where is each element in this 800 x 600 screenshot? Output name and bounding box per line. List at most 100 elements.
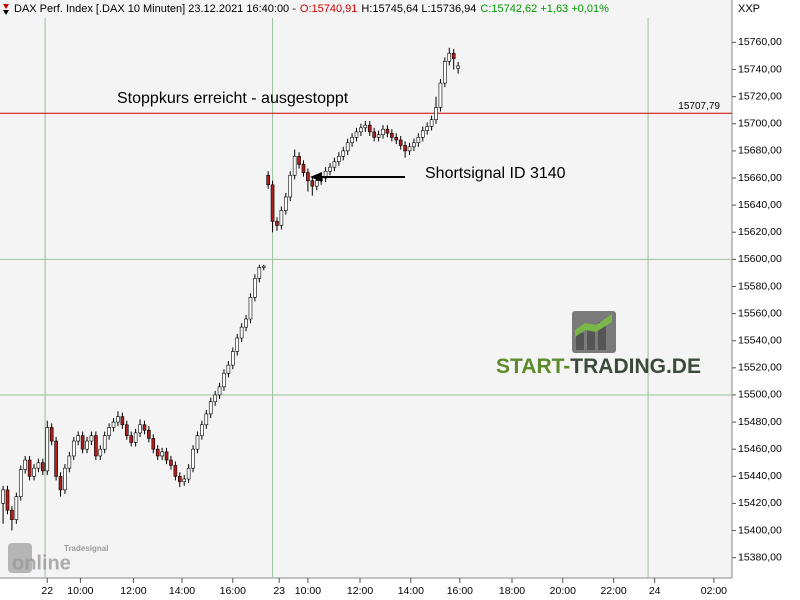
y-tick-label: 15480,00	[738, 416, 782, 428]
candle-body	[133, 432, 138, 443]
arrow-head	[310, 172, 322, 182]
candle-body	[195, 435, 200, 450]
candle-body	[14, 496, 19, 520]
candle-body	[337, 156, 341, 163]
candle-body	[288, 174, 293, 198]
x-tick-label: 22:00	[600, 585, 626, 597]
plot-background	[0, 0, 732, 578]
header-icon	[3, 4, 9, 9]
candle-body	[160, 451, 164, 457]
candle-body	[420, 130, 425, 138]
candle-body	[63, 467, 67, 491]
x-tick-label: 10:00	[295, 585, 321, 597]
candle-body	[434, 107, 438, 120]
candle-body	[49, 427, 54, 442]
x-tick-label: 16:00	[447, 585, 473, 597]
x-tick-label: 24	[649, 585, 661, 597]
candle-body	[381, 128, 385, 135]
candles	[1, 47, 460, 531]
y-tick-label: 15460,00	[738, 443, 782, 455]
annotation: Shortsignal ID 3140	[425, 165, 566, 182]
candle-body	[292, 156, 297, 176]
candle-body	[297, 156, 301, 165]
logo-text-part: START-	[496, 355, 570, 378]
candle-body	[403, 145, 407, 152]
candle-body	[89, 435, 94, 442]
candle-body	[107, 427, 111, 436]
candle-body	[10, 509, 14, 520]
candle-body	[244, 318, 248, 328]
candle-body	[98, 448, 103, 457]
y-tick-label: 15640,00	[738, 199, 782, 211]
logo-text-part: TRADING.DE	[570, 355, 701, 378]
x-tick-label: 14:00	[398, 585, 424, 597]
x-tick-label: 20:00	[550, 585, 576, 597]
candle-body	[394, 137, 399, 141]
candle-body	[306, 172, 310, 182]
candle-body	[429, 119, 434, 127]
candle-body	[443, 61, 447, 84]
logo-bar	[587, 328, 595, 350]
logo-bar	[576, 333, 584, 350]
axis-title: XXP	[738, 3, 760, 15]
candle-body	[354, 131, 359, 138]
header-part: O:15740,91	[300, 3, 358, 15]
y-tick-label: 15600,00	[738, 253, 782, 265]
candle-body	[85, 440, 89, 450]
candle-body	[376, 134, 381, 138]
candle-body	[76, 435, 80, 442]
candle-body	[58, 476, 63, 491]
candle-body	[45, 427, 50, 472]
candle-body	[345, 142, 350, 152]
candle-body	[451, 52, 456, 59]
candle-body	[80, 435, 85, 450]
candle-body	[177, 476, 182, 483]
candle-body	[5, 489, 10, 511]
x-tick-label: 02:00	[701, 585, 727, 597]
candle-body	[71, 440, 76, 457]
candle-body	[1, 489, 5, 504]
grid	[0, 18, 732, 578]
header-part: C:15742,62 +1,63 +0,01%	[480, 3, 609, 15]
header-icon	[3, 10, 9, 15]
candle-body	[116, 416, 120, 423]
candle-body	[328, 166, 332, 172]
candle-body	[407, 146, 412, 152]
candle-body	[41, 462, 45, 472]
x-tick-label: 23	[273, 585, 285, 597]
candle-body	[438, 82, 443, 108]
candle-body	[23, 459, 27, 470]
candle-body	[164, 451, 169, 461]
candle-body	[169, 459, 173, 466]
x-tick-label: 12:00	[347, 585, 373, 597]
candle-body	[314, 180, 319, 187]
candle-body	[372, 131, 376, 138]
candle-body	[367, 124, 372, 133]
candle-body	[120, 416, 125, 426]
candle-body	[200, 424, 204, 436]
y-tick-label: 15700,00	[738, 118, 782, 130]
y-tick-label: 15760,00	[738, 36, 782, 48]
y-tick-label: 15580,00	[738, 280, 782, 292]
stop-label: 15707,79	[678, 101, 720, 112]
candle-body	[217, 386, 222, 396]
candle-body	[284, 196, 288, 211]
logo-icon	[572, 311, 616, 353]
candle-body	[142, 424, 147, 431]
y-tick-label: 15420,00	[738, 497, 782, 509]
candle-body	[253, 278, 257, 298]
watermark-box	[8, 543, 32, 573]
logo-text: START-TRADING.DE	[496, 355, 701, 378]
candle-body	[279, 210, 284, 226]
candle-body	[182, 478, 187, 483]
candle-body	[235, 337, 240, 352]
candle-body	[54, 440, 58, 477]
candle-body	[341, 150, 346, 157]
candle-body	[94, 435, 98, 457]
header: DAX Perf. Index [.DAX 10 Minuten] 23.12.…	[14, 3, 609, 15]
candle-body	[416, 137, 421, 144]
candle-body	[350, 137, 354, 144]
candle-body	[261, 265, 266, 268]
candle-body	[239, 326, 244, 339]
